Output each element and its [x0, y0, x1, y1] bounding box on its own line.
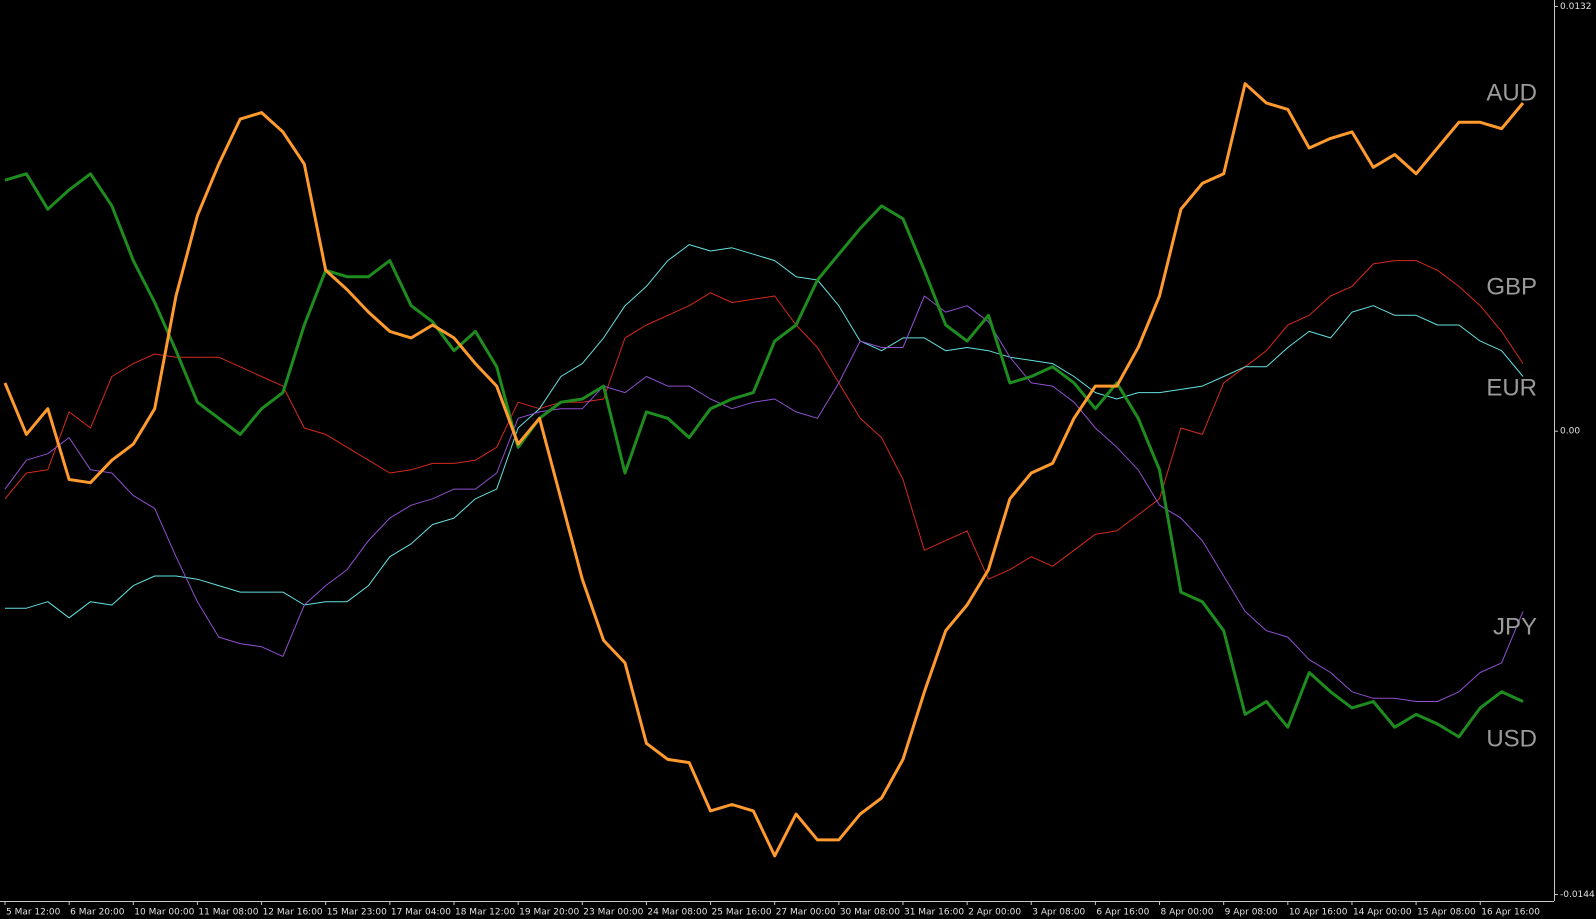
x-tick-label: 16 Apr 16:00 [1481, 908, 1540, 918]
legend-label: JPY [1493, 613, 1537, 640]
x-tick-label: 10 Mar 00:00 [134, 908, 194, 918]
x-tick-label: 30 Mar 08:00 [840, 908, 900, 918]
x-tick-label: 25 Mar 16:00 [712, 908, 772, 918]
series-line [5, 244, 1524, 619]
x-tick-label: 19 Mar 20:00 [519, 908, 579, 918]
x-tick-label: 6 Apr 16:00 [1096, 908, 1149, 918]
y-tick-label: 0.00 [1560, 427, 1580, 437]
legend-label: EUR [1486, 374, 1537, 401]
x-tick-label: 14 Apr 00:00 [1353, 908, 1412, 918]
y-tick-label: -0.0144 [1560, 890, 1595, 900]
x-tick-label: 2 Apr 00:00 [968, 908, 1021, 918]
x-tick-label: 24 Mar 08:00 [647, 908, 707, 918]
x-tick-label: 31 Mar 16:00 [904, 908, 964, 918]
x-tick-label: 3 Apr 08:00 [1032, 908, 1085, 918]
x-tick-label: 17 Mar 04:00 [391, 908, 451, 918]
x-tick-label: 11 Mar 08:00 [198, 908, 258, 918]
x-tick-label: 15 Mar 23:00 [327, 908, 387, 918]
x-tick-label: 8 Apr 00:00 [1161, 908, 1214, 918]
x-tick-label: 23 Mar 00:00 [583, 908, 643, 918]
x-tick-label: 18 Mar 12:00 [455, 908, 515, 918]
legend-label: AUD [1486, 79, 1537, 106]
series-line [4, 295, 1524, 702]
x-tick-label: 6 Mar 20:00 [70, 908, 125, 918]
series-line [4, 260, 1524, 580]
series-line [4, 172, 1524, 739]
x-tick-label: 9 Apr 08:00 [1225, 908, 1278, 918]
y-tick-label: 0.0132 [1560, 2, 1592, 12]
legend-label: GBP [1486, 273, 1537, 300]
x-tick-label: 5 Mar 12:00 [6, 908, 61, 918]
x-tick-label: 15 Apr 08:00 [1417, 908, 1476, 918]
legend-label: USD [1486, 725, 1537, 752]
x-tick-label: 27 Mar 00:00 [776, 908, 836, 918]
x-tick-label: 12 Mar 16:00 [263, 908, 323, 918]
series-line [3, 82, 1525, 858]
x-tick-label: 10 Apr 16:00 [1289, 908, 1348, 918]
